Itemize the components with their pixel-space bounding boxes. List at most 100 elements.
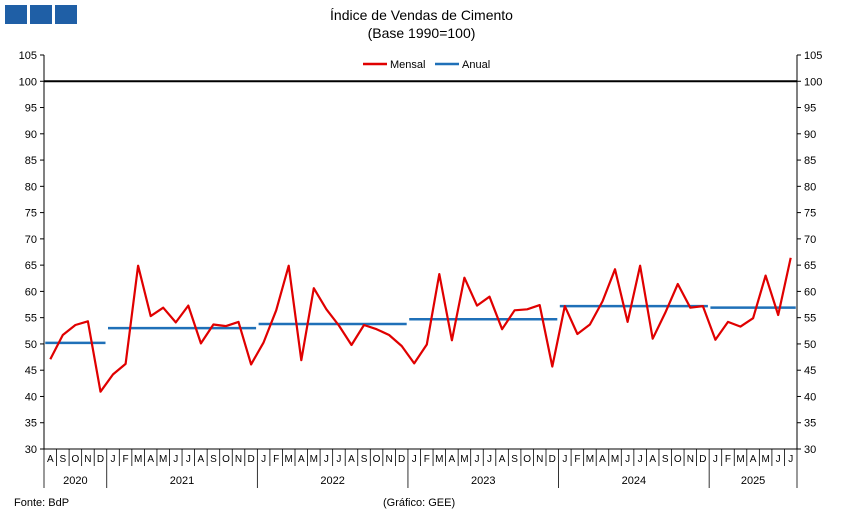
y-tick-label-right: 30	[804, 444, 816, 456]
y-tick-label-left: 80	[25, 181, 37, 193]
year-label: 2023	[471, 475, 495, 487]
month-tick-label: O	[222, 454, 230, 465]
month-tick-label: J	[474, 454, 479, 465]
logo	[5, 5, 77, 24]
y-tick-label-right: 45	[804, 365, 816, 377]
y-tick-label-left: 45	[25, 365, 37, 377]
month-tick-label: A	[499, 454, 506, 465]
y-tick-label-right: 50	[804, 339, 816, 351]
month-tick-label: M	[586, 454, 594, 465]
month-tick-label: A	[147, 454, 154, 465]
month-tick-label: A	[198, 454, 205, 465]
year-label: 2022	[320, 475, 344, 487]
month-tick-label: J	[173, 454, 178, 465]
month-tick-label: A	[649, 454, 656, 465]
month-tick-label: M	[761, 454, 769, 465]
y-tick-label-left: 65	[25, 260, 37, 272]
month-tick-label: S	[361, 454, 368, 465]
month-tick-label: N	[235, 454, 242, 465]
month-tick-label: D	[699, 454, 706, 465]
month-tick-label: F	[424, 454, 430, 465]
month-tick-label: M	[134, 454, 142, 465]
month-tick-label: M	[159, 454, 167, 465]
month-tick-label: O	[674, 454, 682, 465]
chart-title-block: Índice de Vendas de Cimento (Base 1990=1…	[0, 6, 843, 42]
month-tick-label: O	[71, 454, 79, 465]
y-tick-label-left: 100	[19, 76, 37, 88]
y-tick-label-left: 75	[25, 208, 37, 220]
month-tick-label: J	[336, 454, 341, 465]
month-tick-label: O	[373, 454, 381, 465]
y-tick-label-right: 70	[804, 234, 816, 246]
y-tick-label-right: 85	[804, 155, 816, 167]
y-tick-label-left: 105	[19, 50, 37, 62]
month-tick-label: M	[285, 454, 293, 465]
month-tick-label: S	[662, 454, 669, 465]
y-tick-label-left: 50	[25, 339, 37, 351]
year-label: 2021	[170, 475, 194, 487]
year-label: 2020	[63, 475, 87, 487]
y-tick-label-right: 90	[804, 129, 816, 141]
logo-square-icon	[55, 5, 77, 24]
month-tick-label: M	[611, 454, 619, 465]
y-tick-label-right: 105	[804, 50, 822, 62]
y-tick-label-left: 35	[25, 418, 37, 430]
y-tick-label-right: 60	[804, 286, 816, 298]
month-tick-label: N	[536, 454, 543, 465]
y-tick-label-right: 100	[804, 76, 822, 88]
y-tick-label-right: 95	[804, 103, 816, 115]
y-tick-label-right: 75	[804, 208, 816, 220]
month-tick-label: M	[435, 454, 443, 465]
logo-square-icon	[5, 5, 27, 24]
month-tick-label: A	[750, 454, 757, 465]
month-tick-label: J	[713, 454, 718, 465]
y-tick-label-right: 55	[804, 313, 816, 325]
month-tick-label: A	[298, 454, 305, 465]
credit-note: (Gráfico: GEE)	[383, 497, 456, 509]
month-tick-label: J	[261, 454, 266, 465]
month-tick-label: S	[511, 454, 518, 465]
y-tick-label-left: 90	[25, 129, 37, 141]
month-tick-label: J	[625, 454, 630, 465]
y-tick-label-right: 65	[804, 260, 816, 272]
month-tick-label: S	[210, 454, 217, 465]
month-tick-label: D	[549, 454, 556, 465]
month-tick-label: N	[386, 454, 393, 465]
y-tick-label-left: 60	[25, 286, 37, 298]
month-tick-label: A	[449, 454, 456, 465]
month-tick-label: J	[638, 454, 643, 465]
mensal-series-line	[49, 257, 792, 393]
y-tick-label-left: 40	[25, 391, 37, 403]
logo-square-icon	[30, 5, 52, 24]
month-tick-label: D	[97, 454, 104, 465]
month-tick-label: J	[788, 454, 793, 465]
legend-label-anual: Anual	[462, 59, 490, 71]
month-tick-label: J	[186, 454, 191, 465]
source-note: Fonte: BdP	[14, 497, 70, 509]
month-tick-label: S	[59, 454, 66, 465]
month-tick-label: F	[725, 454, 731, 465]
y-tick-label-right: 35	[804, 418, 816, 430]
month-tick-label: F	[123, 454, 129, 465]
chart-subtitle: (Base 1990=100)	[367, 25, 476, 41]
month-tick-label: A	[348, 454, 355, 465]
month-tick-label: F	[273, 454, 279, 465]
month-tick-label: M	[310, 454, 318, 465]
year-label: 2025	[741, 475, 765, 487]
y-tick-label-left: 55	[25, 313, 37, 325]
month-tick-label: D	[247, 454, 254, 465]
legend-label-mensal: Mensal	[390, 59, 425, 71]
month-tick-label: D	[398, 454, 405, 465]
month-tick-label: N	[84, 454, 91, 465]
month-tick-label: A	[599, 454, 606, 465]
month-tick-label: J	[487, 454, 492, 465]
month-tick-label: J	[412, 454, 417, 465]
y-tick-label-left: 70	[25, 234, 37, 246]
y-tick-label-left: 30	[25, 444, 37, 456]
y-tick-label-left: 95	[25, 103, 37, 115]
y-tick-label-right: 40	[804, 391, 816, 403]
month-tick-label: J	[776, 454, 781, 465]
month-tick-label: M	[460, 454, 468, 465]
y-tick-label-left: 85	[25, 155, 37, 167]
